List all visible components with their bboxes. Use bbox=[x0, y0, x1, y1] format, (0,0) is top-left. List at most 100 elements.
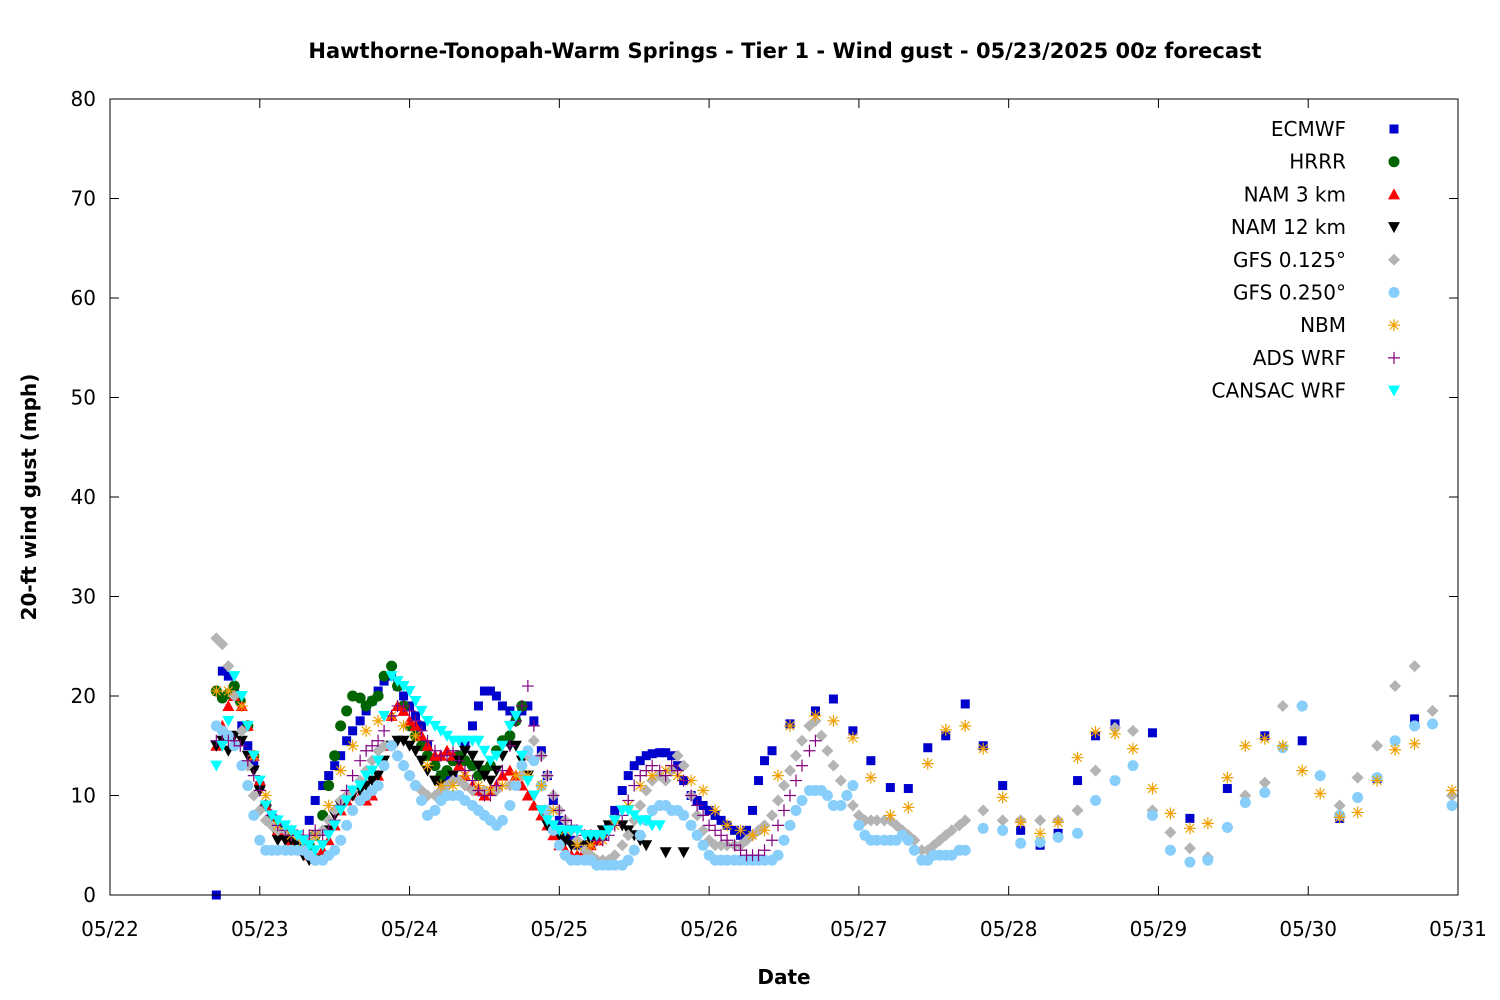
data-point bbox=[795, 734, 808, 747]
data-point bbox=[1126, 724, 1139, 737]
data-point bbox=[516, 760, 528, 772]
data-point bbox=[496, 740, 509, 752]
data-point bbox=[1089, 764, 1102, 777]
data-point bbox=[1222, 784, 1232, 794]
data-point bbox=[335, 720, 347, 732]
data-point bbox=[385, 709, 398, 722]
data-point bbox=[803, 744, 816, 757]
data-point bbox=[228, 671, 241, 683]
data-point bbox=[504, 799, 516, 811]
data-point bbox=[559, 814, 572, 827]
data-point bbox=[1408, 737, 1421, 750]
data-point bbox=[767, 746, 777, 756]
data-point bbox=[503, 739, 516, 752]
data-point bbox=[1073, 776, 1083, 786]
data-point bbox=[721, 819, 734, 832]
data-point bbox=[778, 779, 790, 792]
data-point bbox=[596, 830, 609, 842]
data-point bbox=[1276, 699, 1289, 712]
data-point bbox=[678, 809, 690, 821]
data-point bbox=[243, 741, 253, 751]
data-point bbox=[809, 709, 822, 722]
data-point bbox=[372, 714, 385, 727]
data-point bbox=[510, 780, 522, 792]
data-point bbox=[328, 820, 341, 832]
data-point bbox=[458, 764, 471, 777]
data-point bbox=[1410, 714, 1420, 724]
data-point bbox=[1446, 799, 1458, 811]
data-point bbox=[409, 695, 422, 707]
data-point bbox=[509, 710, 522, 722]
data-point bbox=[921, 757, 934, 770]
data-point bbox=[541, 815, 554, 827]
data-point bbox=[835, 799, 847, 811]
series-gfs-0-125- bbox=[210, 632, 1459, 867]
data-point bbox=[329, 844, 341, 856]
y-tick-label: 50 bbox=[71, 386, 96, 410]
data-point bbox=[235, 691, 248, 702]
data-point bbox=[435, 779, 448, 792]
data-point bbox=[1408, 660, 1421, 673]
data-point bbox=[521, 775, 534, 787]
data-point bbox=[1389, 680, 1402, 693]
data-point bbox=[659, 769, 672, 782]
data-point bbox=[354, 754, 367, 767]
data-point bbox=[496, 764, 509, 777]
data-point bbox=[766, 834, 779, 847]
data-point bbox=[216, 740, 229, 752]
data-point bbox=[528, 755, 540, 767]
data-point bbox=[1296, 764, 1309, 777]
data-point bbox=[490, 750, 503, 762]
data-point bbox=[641, 751, 651, 761]
data-point bbox=[372, 734, 385, 747]
series-ecmwf bbox=[211, 666, 1420, 900]
data-point bbox=[360, 770, 373, 782]
data-point bbox=[1164, 844, 1176, 856]
data-point bbox=[346, 739, 359, 752]
data-point bbox=[772, 819, 785, 832]
data-point bbox=[640, 784, 653, 797]
data-point bbox=[346, 769, 359, 782]
data-point bbox=[789, 749, 802, 762]
data-point bbox=[452, 754, 465, 767]
data-point bbox=[210, 685, 223, 698]
data-point bbox=[996, 791, 1009, 804]
legend-marker bbox=[1388, 287, 1400, 298]
x-tick-label: 05/27 bbox=[830, 917, 888, 941]
data-point bbox=[404, 770, 416, 782]
data-point bbox=[366, 765, 379, 777]
data-point bbox=[472, 735, 485, 747]
data-point bbox=[372, 755, 385, 767]
data-point bbox=[354, 692, 366, 704]
legend-label: HRRR bbox=[1289, 150, 1346, 174]
data-point bbox=[629, 761, 639, 771]
data-point bbox=[336, 751, 346, 761]
data-point bbox=[372, 690, 384, 702]
data-point bbox=[628, 810, 641, 822]
data-point bbox=[466, 774, 479, 787]
data-point bbox=[316, 840, 329, 852]
data-point bbox=[1127, 760, 1139, 772]
data-point bbox=[399, 691, 409, 701]
x-tick-label: 05/24 bbox=[381, 917, 439, 941]
legend-label: NBM bbox=[1300, 313, 1346, 337]
data-point bbox=[746, 829, 759, 842]
x-tick-label: 05/25 bbox=[531, 917, 589, 941]
data-point bbox=[758, 824, 771, 837]
data-point bbox=[1239, 796, 1251, 808]
data-point bbox=[945, 824, 958, 837]
data-point bbox=[1016, 825, 1026, 835]
data-point bbox=[734, 824, 747, 837]
data-point bbox=[977, 822, 989, 834]
data-point bbox=[322, 799, 335, 812]
data-point bbox=[959, 719, 972, 732]
data-point bbox=[386, 740, 398, 752]
data-point bbox=[309, 845, 322, 857]
data-point bbox=[848, 726, 858, 736]
data-point bbox=[1126, 742, 1139, 755]
data-point bbox=[923, 743, 933, 753]
legend-label: ECMWF bbox=[1271, 117, 1346, 141]
data-point bbox=[441, 749, 453, 762]
legend-label: GFS 0.125° bbox=[1233, 248, 1346, 272]
x-tick-label: 05/29 bbox=[1130, 917, 1188, 941]
